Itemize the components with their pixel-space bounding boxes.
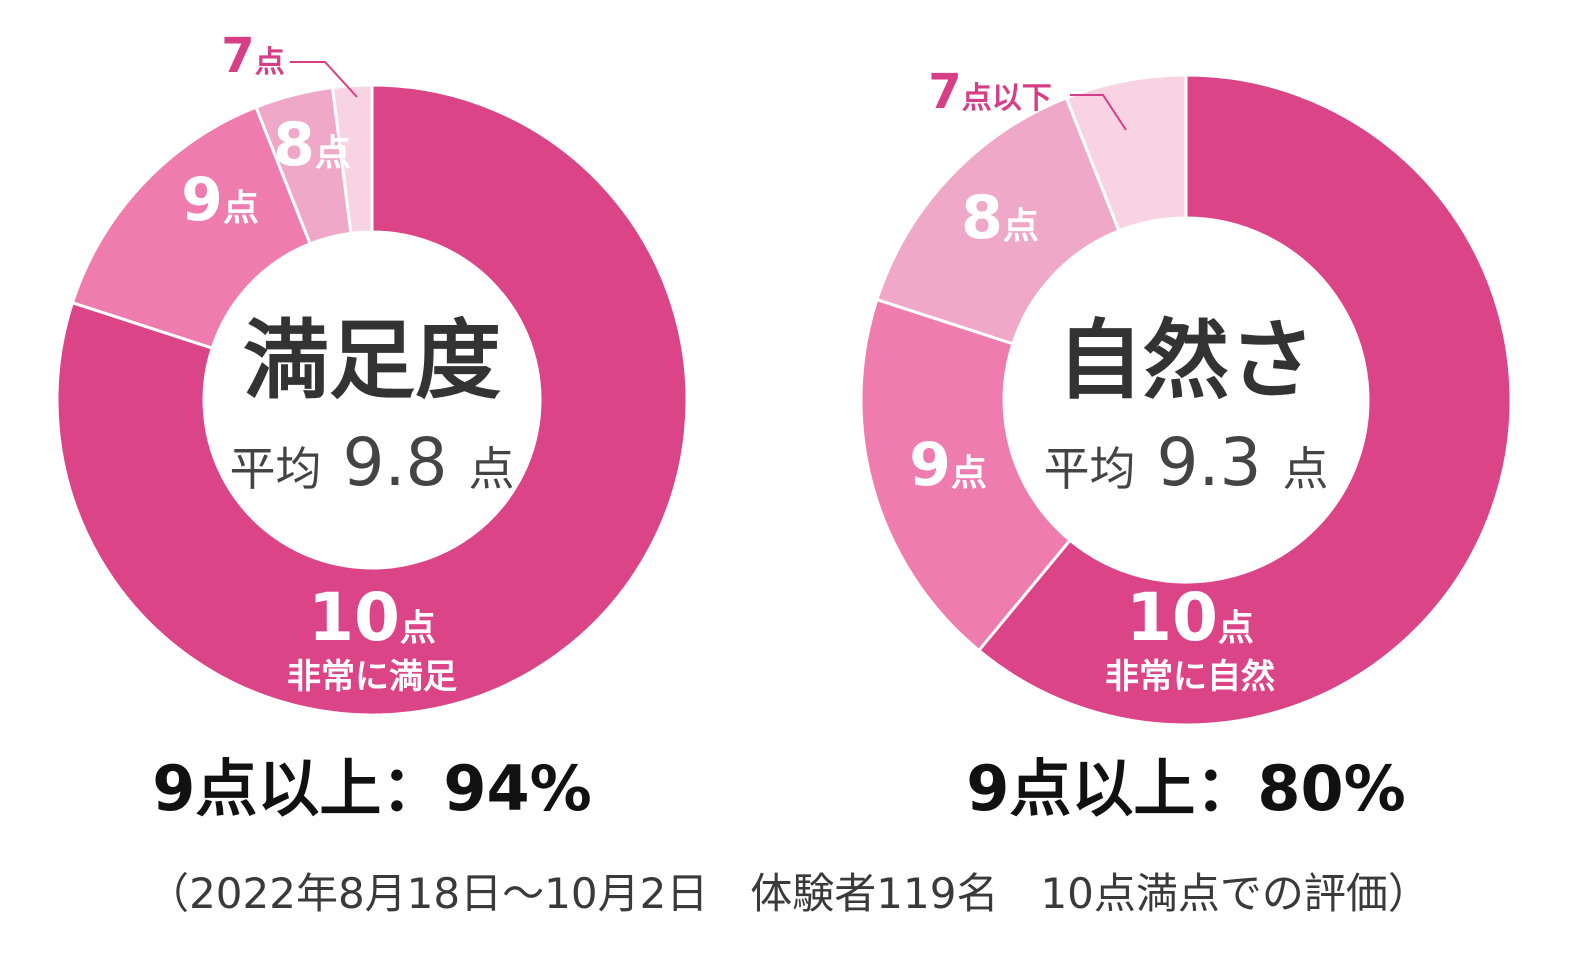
donut-slice-9点 [70, 105, 313, 350]
center-title: 自然さ [1057, 311, 1315, 411]
slice-label-9点: 9点 [181, 165, 259, 235]
leader-line [290, 61, 358, 98]
slice-label-7点: 7点 [221, 28, 284, 84]
slice-sublabel: 非常に自然 [1105, 657, 1275, 697]
survey-footnote: （2022年8月18日～10月2日 体験者119名 10点満点での評価） [147, 869, 1430, 918]
summary-text: 9点以上：80% [966, 752, 1406, 825]
center-average: 平均 9.3 点 [1044, 424, 1329, 501]
slice-label-9点: 9点 [909, 430, 987, 500]
donut-slice-10点 [976, 73, 1513, 727]
leader-line [1070, 94, 1127, 131]
donut-slice-8点 [875, 95, 1121, 346]
slice-label-10点: 10点 [308, 579, 436, 656]
donut-hole [1005, 219, 1367, 581]
slice-label-8点: 8点 [961, 183, 1039, 253]
slice-label-7点以下: 7点以下 [928, 64, 1051, 120]
center-average: 平均 9.8 点 [230, 424, 515, 501]
slice-label-10点: 10点 [1126, 579, 1254, 656]
donut-slice-9点 [859, 297, 1073, 653]
slice-sublabel: 非常に満足 [287, 657, 457, 697]
summary-text: 9点以上：94% [152, 752, 592, 825]
donut-slice-7点以下 [1064, 73, 1188, 233]
center-title: 満足度 [243, 311, 501, 411]
donut-slice-10点 [55, 83, 689, 717]
donut-slice-7点 [330, 83, 374, 236]
donut-hole [205, 233, 539, 567]
slice-label-8点: 8点 [273, 110, 351, 180]
